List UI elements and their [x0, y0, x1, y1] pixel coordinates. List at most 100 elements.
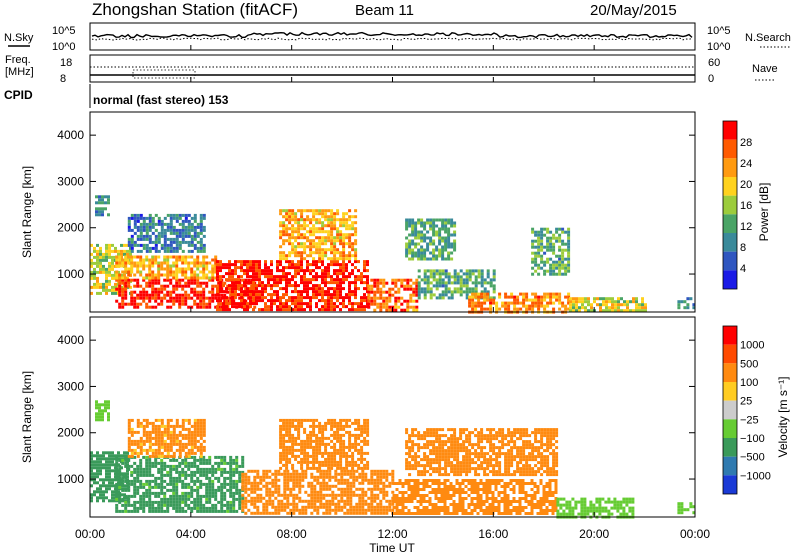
echo-cell — [160, 500, 164, 504]
echo-cell — [264, 269, 267, 273]
echo-cell — [234, 302, 237, 306]
echo-cell — [477, 269, 481, 273]
echo-cell — [327, 263, 330, 267]
echo-cell — [339, 266, 342, 270]
echo-cell — [300, 296, 303, 300]
echo-cell — [345, 418, 349, 422]
echo-cell — [175, 479, 179, 483]
echo-cell — [118, 482, 122, 486]
echo-cell — [244, 487, 248, 491]
echo-cell — [440, 497, 444, 500]
echo-cell — [303, 448, 307, 452]
echo-cell — [468, 287, 472, 291]
echo-cell — [513, 307, 517, 311]
echo-cell — [342, 269, 345, 273]
echo-cell — [355, 487, 359, 491]
echo-cell — [382, 490, 386, 494]
echo-cell — [184, 473, 188, 477]
echo-cell — [154, 461, 158, 465]
echo-cell — [262, 475, 266, 479]
echo-cell — [489, 284, 493, 288]
echo-cell — [325, 481, 329, 485]
echo-cell — [289, 478, 293, 482]
echo-cell — [385, 511, 389, 515]
echo-cell — [243, 284, 246, 288]
echo-cell — [558, 236, 562, 240]
echo-cell — [306, 457, 310, 461]
echo-cell — [166, 273, 170, 277]
echo-cell — [129, 285, 132, 289]
echo-cell — [208, 299, 212, 303]
echo-cell — [370, 287, 374, 291]
echo-cell — [531, 266, 535, 270]
echo-cell — [288, 448, 292, 452]
echo-cell — [345, 466, 349, 470]
echo-cell — [279, 296, 282, 300]
echo-cell — [351, 242, 355, 246]
echo-cell — [99, 496, 102, 500]
echo-cell — [105, 460, 108, 464]
echo-cell — [313, 493, 317, 497]
echo-cell — [324, 278, 327, 282]
echo-cell — [237, 302, 240, 306]
echo-cell — [139, 296, 143, 300]
echo-cell — [166, 264, 170, 268]
echo-cell — [115, 506, 119, 510]
echo-cell — [288, 439, 292, 443]
echo-cell — [270, 296, 273, 300]
echo-cell — [157, 439, 161, 443]
echo-cell — [154, 213, 158, 217]
echo-cell — [343, 490, 347, 494]
echo-cell — [219, 281, 222, 285]
echo-cell — [398, 512, 402, 515]
echo-cell — [361, 478, 365, 482]
echo-cell — [504, 304, 508, 308]
echo-cell — [115, 464, 119, 468]
echo-cell — [301, 469, 305, 473]
echo-cell — [163, 287, 167, 291]
echo-cell — [178, 299, 182, 303]
echo-cell — [422, 497, 426, 500]
echo-cell — [330, 466, 334, 470]
echo-cell — [324, 281, 327, 285]
echo-cell — [169, 246, 173, 250]
echo-cell — [564, 230, 568, 234]
echo-cell — [282, 266, 285, 270]
echo-cell — [370, 511, 374, 515]
echo-cell — [256, 469, 260, 473]
echo-cell — [294, 308, 297, 312]
echo-cell — [437, 512, 441, 515]
echo-cell — [175, 494, 179, 498]
echo-cell — [348, 445, 352, 449]
echo-cell — [193, 506, 197, 510]
echo-cell — [408, 218, 412, 222]
echo-cell — [175, 458, 179, 462]
echo-cell — [178, 433, 182, 437]
echo-cell — [107, 415, 110, 419]
echo-cell — [507, 304, 511, 308]
echo-cell — [417, 269, 421, 273]
echo-cell — [483, 307, 487, 311]
echo-cell — [363, 287, 366, 291]
echo-cell — [124, 476, 128, 480]
echo-cell — [438, 275, 442, 279]
echo-cell — [279, 209, 283, 213]
echo-cell — [127, 240, 131, 244]
echo-cell — [288, 284, 291, 288]
echo-cell — [404, 500, 408, 503]
echo-cell — [355, 505, 359, 509]
echo-cell — [458, 509, 462, 512]
echo-cell — [291, 299, 294, 303]
echo-cell — [339, 236, 343, 240]
echo-cell — [486, 298, 490, 302]
echo-cell — [199, 433, 203, 437]
echo-cell — [422, 488, 426, 491]
echo-cell — [108, 246, 111, 250]
echo-cell — [294, 284, 297, 288]
echo-cell — [99, 285, 102, 289]
echo-cell — [133, 482, 137, 486]
echo-cell — [225, 263, 228, 267]
echo-cell — [394, 308, 398, 312]
echo-cell — [187, 485, 191, 489]
echo-cell — [202, 448, 206, 452]
